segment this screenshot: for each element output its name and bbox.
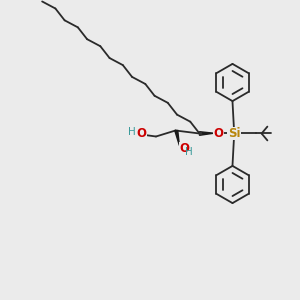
Text: H: H [184,147,192,157]
Polygon shape [175,130,179,146]
Text: O: O [213,127,223,140]
Text: H: H [128,127,136,137]
Text: Si: Si [228,127,240,140]
Text: O: O [179,142,189,155]
Text: O: O [136,127,146,140]
Polygon shape [200,132,214,135]
